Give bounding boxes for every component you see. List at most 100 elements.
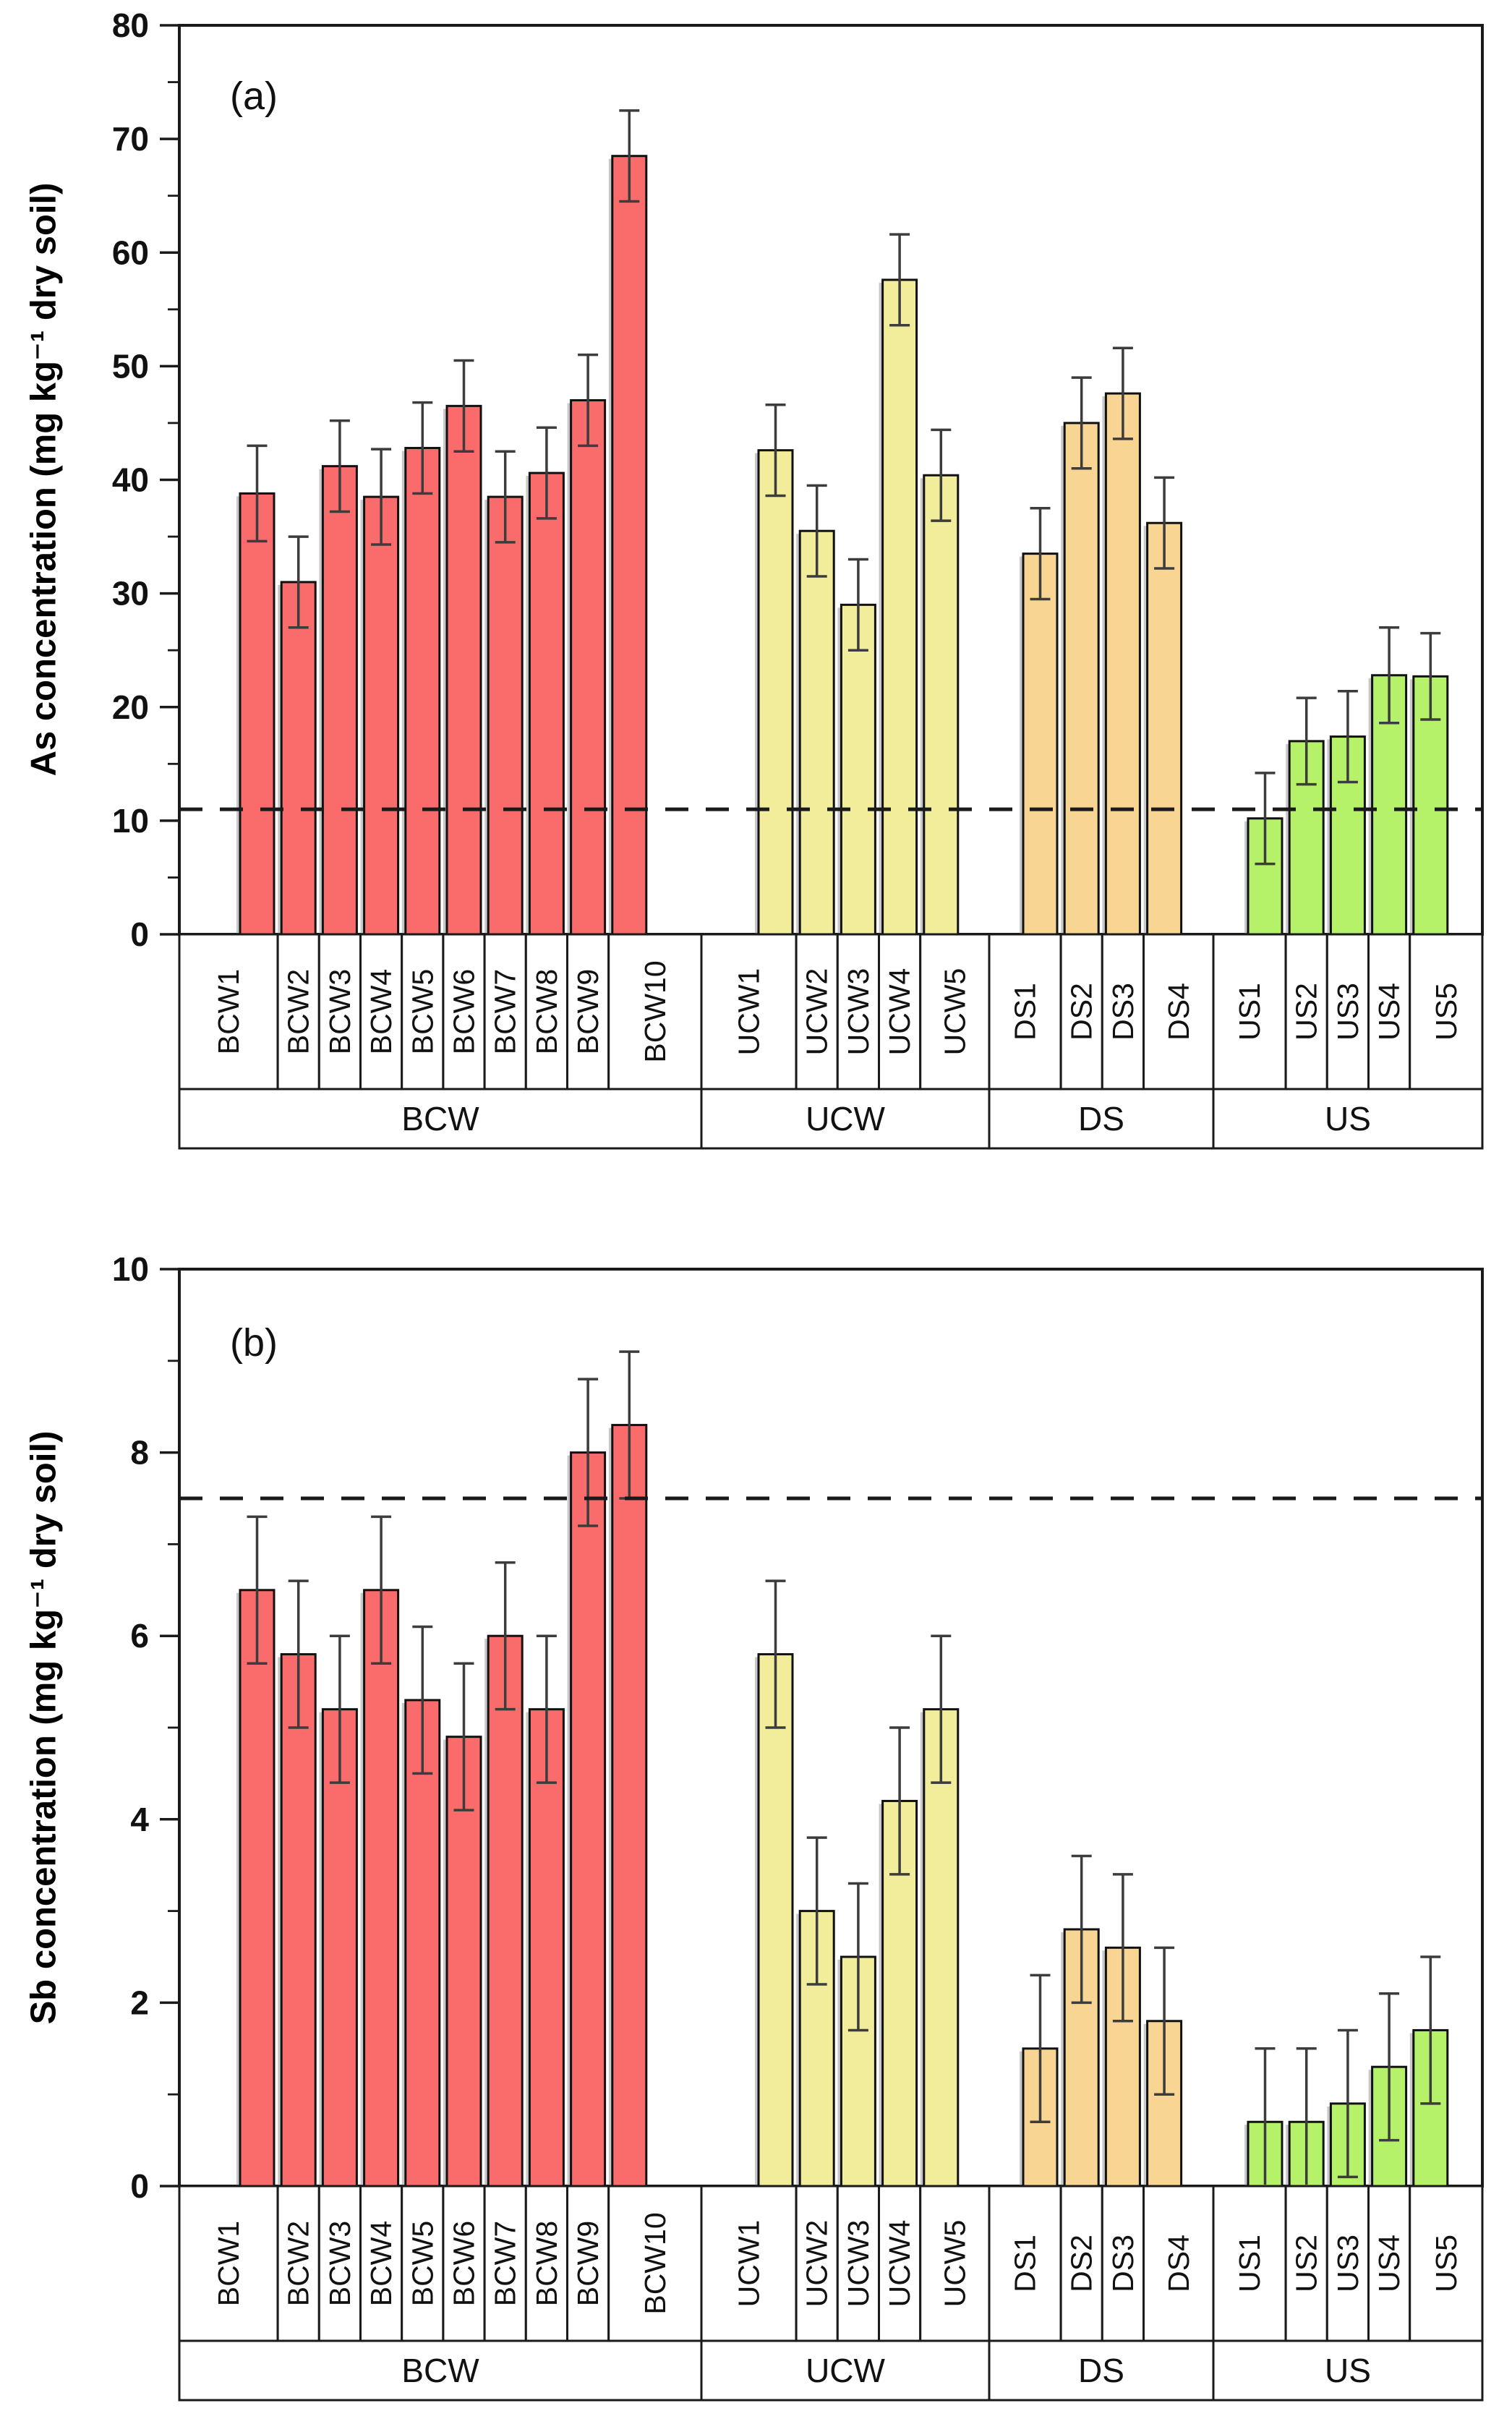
x-label-UCW1: UCW1 — [732, 2220, 766, 2308]
y-tick-label: 50 — [112, 347, 149, 385]
x-label-cell-DS1 — [988, 933, 1062, 1091]
x-label-cell-UCW3 — [836, 2185, 881, 2342]
bar-BCW10 — [611, 155, 648, 936]
group-label-BCW: BCW — [401, 1100, 479, 1138]
bar-DS3 — [1104, 392, 1141, 936]
y-tick-label: 20 — [112, 688, 149, 726]
group-cell-DS — [988, 1088, 1215, 1150]
bar-UCW5 — [923, 474, 960, 936]
bar-BCW4 — [363, 1589, 400, 2188]
bar-UCW1 — [757, 1653, 794, 2188]
group-cell-BCW — [178, 2339, 703, 2402]
y-axis-title-sb: Sb concentration (mg kg⁻¹ dry soil) — [24, 1430, 64, 2025]
bar-DS2 — [1063, 422, 1100, 936]
x-label-US2: US2 — [1290, 983, 1323, 1041]
group-cell-US — [1212, 1088, 1484, 1150]
y-tick-label: 60 — [112, 234, 149, 271]
bar-UCW5 — [923, 1708, 960, 2188]
x-label-BCW9: BCW9 — [571, 969, 605, 1054]
x-label-UCW2: UCW2 — [800, 2220, 834, 2308]
x-label-cell-BCW5 — [401, 933, 445, 1091]
x-label-US1: US1 — [1233, 983, 1266, 1041]
x-label-UCW3: UCW3 — [842, 968, 875, 1056]
x-label-BCW5: BCW5 — [406, 2221, 439, 2306]
group-label-UCW: UCW — [806, 2352, 885, 2389]
y-tick-label: 10 — [112, 802, 149, 840]
x-label-cell-BCW9 — [566, 933, 610, 1091]
x-label-US5: US5 — [1430, 2235, 1463, 2292]
group-cell-DS — [988, 2339, 1215, 2402]
x-label-BCW2: BCW2 — [282, 2221, 315, 2306]
x-label-UCW5: UCW5 — [938, 968, 971, 1056]
group-cell-BCW — [178, 1088, 703, 1150]
x-label-UCW1: UCW1 — [732, 968, 766, 1056]
x-label-cell-UCW4 — [878, 2185, 922, 2342]
panel-a-label: (a) — [230, 74, 278, 118]
x-label-cell-US4 — [1367, 933, 1411, 1091]
x-label-DS4: DS4 — [1162, 983, 1195, 1041]
bar-BCW1 — [239, 492, 276, 936]
x-label-cell-UCW1 — [700, 933, 798, 1091]
x-label-US4: US4 — [1372, 983, 1406, 1041]
y-tick-label: 0 — [130, 2167, 149, 2205]
x-label-UCW4: UCW4 — [883, 2220, 916, 2308]
bar-UCW3 — [840, 603, 876, 936]
x-label-US5: US5 — [1430, 983, 1463, 1041]
bar-BCW2 — [280, 581, 317, 936]
x-label-BCW8: BCW8 — [530, 969, 563, 1054]
x-label-cell-BCW4 — [359, 2185, 403, 2342]
group-label-US: US — [1325, 1100, 1371, 1138]
bar-UCW4 — [881, 1799, 918, 2188]
bar-BCW3 — [321, 1708, 358, 2188]
x-label-cell-US5 — [1409, 933, 1484, 1091]
x-label-cell-UCW2 — [795, 2185, 839, 2342]
x-label-UCW4: UCW4 — [883, 968, 916, 1056]
x-label-cell-BCW10 — [607, 933, 703, 1091]
x-label-BCW1: BCW1 — [212, 2221, 245, 2306]
y-tick-label: 80 — [112, 7, 149, 44]
bar-BCW9 — [570, 1451, 607, 2188]
y-tick-label: 10 — [112, 1250, 149, 1288]
y-axis-title-as: As concentration (mg kg⁻¹ dry soil) — [24, 182, 64, 777]
x-label-cell-US2 — [1284, 2185, 1328, 2342]
x-label-cell-UCW1 — [700, 2185, 798, 2342]
bar-BCW7 — [487, 1634, 524, 2188]
bar-UCW4 — [881, 278, 918, 936]
x-label-DS1: DS1 — [1009, 2235, 1042, 2292]
x-label-US3: US3 — [1331, 2235, 1364, 2292]
x-label-cell-US1 — [1212, 2185, 1287, 2342]
x-label-US2: US2 — [1290, 2235, 1323, 2292]
x-label-BCW4: BCW4 — [364, 2221, 398, 2306]
group-label-BCW: BCW — [401, 2352, 479, 2389]
y-tick-label: 70 — [112, 120, 149, 158]
x-label-DS4: DS4 — [1162, 2235, 1195, 2292]
x-label-cell-BCW6 — [442, 2185, 486, 2342]
x-label-BCW7: BCW7 — [489, 2221, 522, 2306]
bar-DS1 — [1022, 552, 1059, 936]
x-label-cell-US3 — [1325, 933, 1370, 1091]
x-label-UCW2: UCW2 — [800, 968, 834, 1056]
bar-BCW8 — [528, 471, 565, 936]
x-label-BCW6: BCW6 — [448, 2221, 481, 2306]
x-label-BCW8: BCW8 — [530, 2221, 563, 2306]
x-label-DS3: DS3 — [1106, 983, 1140, 1041]
bar-BCW3 — [321, 465, 358, 936]
bar-DS4 — [1146, 521, 1183, 936]
bar-BCW10 — [611, 1424, 648, 2188]
x-label-BCW3: BCW3 — [323, 2221, 356, 2306]
x-label-cell-BCW5 — [401, 2185, 445, 2342]
x-label-US4: US4 — [1372, 2235, 1406, 2292]
y-tick-label: 6 — [130, 1617, 149, 1655]
x-label-cell-BCW2 — [276, 933, 320, 1091]
x-label-BCW7: BCW7 — [489, 969, 522, 1054]
x-label-cell-BCW3 — [317, 2185, 362, 2342]
x-label-UCW5: UCW5 — [938, 2220, 971, 2308]
x-label-cell-BCW10 — [607, 2185, 703, 2342]
x-label-cell-DS4 — [1142, 2185, 1215, 2342]
bar-BCW4 — [363, 495, 400, 936]
group-label-US: US — [1325, 2352, 1371, 2389]
bar-BCW5 — [404, 1699, 441, 2188]
x-label-BCW2: BCW2 — [282, 969, 315, 1054]
